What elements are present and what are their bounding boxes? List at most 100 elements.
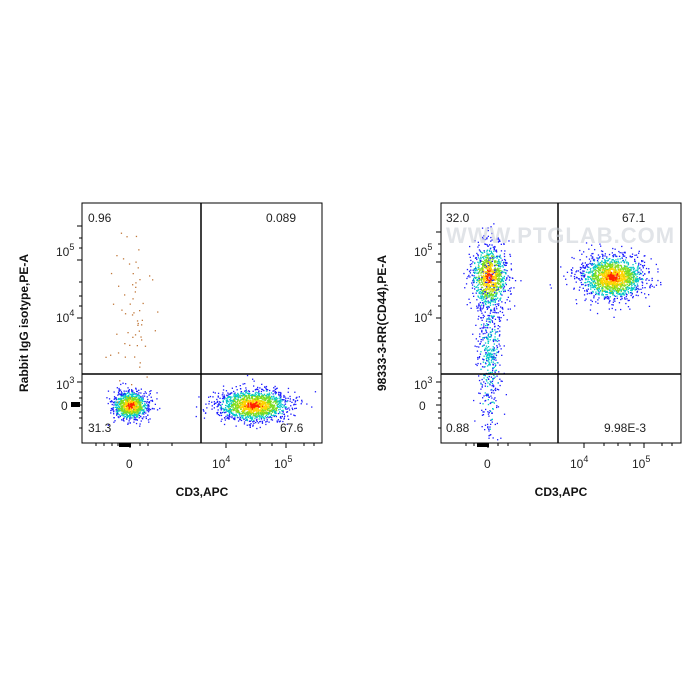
event-dot	[505, 269, 507, 271]
event-dot	[600, 277, 602, 279]
event-dot	[591, 279, 593, 281]
event-dot	[251, 405, 254, 408]
event-dot	[494, 300, 496, 302]
event-dot	[608, 296, 610, 298]
event-dot	[144, 410, 146, 412]
event-dot	[602, 267, 604, 270]
event-dot	[124, 356, 126, 358]
event-dot	[275, 399, 277, 402]
event-dot	[249, 406, 251, 409]
event-dot	[125, 415, 127, 418]
event-dot	[640, 291, 643, 294]
event-dot	[613, 279, 615, 281]
event-dot	[621, 272, 624, 274]
event-dot	[607, 278, 609, 281]
event-dot	[610, 263, 612, 265]
event-dot	[498, 286, 500, 288]
event-dot	[608, 298, 610, 300]
event-dot	[124, 405, 126, 407]
event-dot	[620, 277, 623, 279]
event-dot	[604, 260, 606, 263]
event-dot	[623, 277, 626, 280]
event-dot	[227, 400, 229, 402]
event-dot	[489, 304, 492, 306]
event-dot	[150, 396, 152, 398]
event-dot	[637, 294, 639, 297]
event-dot	[234, 395, 236, 398]
event-dot	[270, 414, 272, 416]
event-dot	[605, 282, 607, 284]
event-dot	[229, 409, 231, 411]
event-dot	[616, 277, 618, 279]
event-dot	[256, 404, 259, 407]
event-dot	[270, 418, 272, 421]
event-dot	[241, 415, 243, 417]
event-dot	[588, 266, 590, 269]
event-dot	[566, 283, 568, 286]
event-dot	[484, 285, 486, 287]
event-dot	[494, 279, 496, 281]
event-dot	[633, 286, 636, 288]
event-dot	[120, 232, 123, 234]
event-dot	[471, 282, 473, 284]
event-dot	[115, 411, 117, 413]
event-dot	[245, 395, 247, 398]
event-dot	[586, 265, 588, 267]
event-dot	[223, 397, 226, 399]
event-dot	[591, 271, 593, 274]
event-dot	[125, 390, 127, 392]
event-dot	[502, 283, 504, 285]
event-dot	[482, 276, 484, 278]
event-dot	[260, 396, 262, 398]
event-dot	[122, 405, 124, 408]
event-dot	[495, 275, 498, 277]
event-dot	[131, 410, 133, 412]
event-dot	[606, 276, 608, 279]
event-dot	[592, 286, 594, 288]
event-dot	[477, 279, 479, 282]
event-dot	[147, 411, 150, 413]
event-dot	[480, 254, 482, 256]
event-dot	[641, 284, 644, 287]
event-dot	[609, 275, 612, 277]
event-dot	[644, 255, 646, 257]
event-dot	[629, 268, 632, 270]
event-dot	[107, 424, 109, 426]
event-dot	[133, 402, 135, 404]
event-dot	[106, 397, 108, 399]
event-dot	[270, 413, 272, 415]
event-dot	[151, 400, 154, 402]
event-dot	[271, 419, 274, 421]
event-dot	[234, 392, 236, 394]
event-dot	[595, 264, 597, 266]
event-dot	[608, 302, 610, 304]
event-dot	[260, 415, 262, 417]
event-dot	[238, 411, 240, 413]
event-dot	[485, 283, 487, 285]
event-dot	[655, 284, 658, 286]
event-dot	[250, 407, 252, 409]
event-dot	[496, 293, 498, 295]
event-dot	[246, 398, 248, 400]
event-dot	[243, 412, 245, 414]
event-dot	[135, 261, 137, 263]
event-dot	[599, 282, 602, 284]
event-dot	[232, 400, 235, 403]
event-dot	[120, 408, 123, 410]
event-dot	[467, 276, 469, 278]
event-dot	[275, 392, 277, 394]
event-dot	[503, 253, 506, 255]
event-dot	[222, 389, 225, 391]
event-dot	[657, 271, 659, 273]
event-dot	[266, 393, 268, 395]
event-dot	[226, 402, 228, 405]
event-dot	[125, 413, 127, 415]
event-dot	[272, 407, 274, 409]
event-dot	[469, 302, 471, 304]
event-dot	[484, 274, 487, 276]
event-dot	[481, 286, 484, 289]
event-dot	[636, 273, 639, 275]
event-dot	[503, 314, 505, 316]
event-dot	[631, 273, 633, 275]
event-dot	[608, 292, 610, 294]
